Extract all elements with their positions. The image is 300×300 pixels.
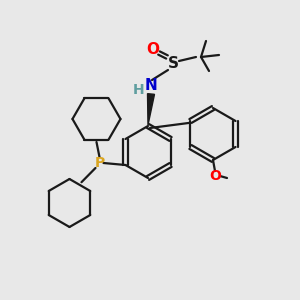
Text: O: O (209, 169, 221, 183)
Text: P: P (94, 156, 105, 170)
Polygon shape (148, 94, 154, 125)
Text: O: O (146, 41, 160, 56)
Text: S: S (167, 56, 178, 70)
Text: N: N (145, 77, 158, 92)
Text: H: H (133, 83, 145, 97)
